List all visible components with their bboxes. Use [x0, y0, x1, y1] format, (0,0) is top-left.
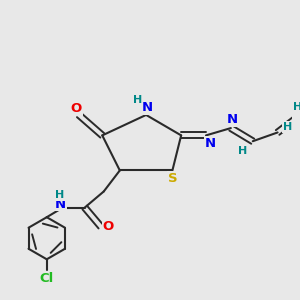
- Text: H: H: [133, 95, 142, 105]
- Text: N: N: [227, 113, 238, 126]
- Text: N: N: [142, 101, 153, 114]
- Text: H: H: [238, 146, 247, 156]
- Text: N: N: [55, 198, 66, 211]
- Text: H: H: [283, 122, 292, 132]
- Text: N: N: [205, 137, 216, 150]
- Text: S: S: [168, 172, 177, 185]
- Text: O: O: [70, 102, 82, 115]
- Text: Cl: Cl: [40, 272, 54, 285]
- Text: H: H: [55, 190, 64, 200]
- Text: O: O: [103, 220, 114, 233]
- Text: H: H: [292, 102, 300, 112]
